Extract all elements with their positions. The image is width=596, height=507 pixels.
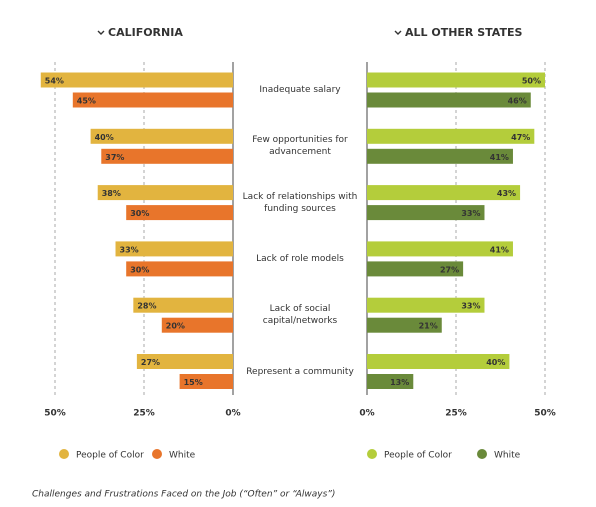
bar [179, 374, 233, 389]
value-label: 28% [137, 302, 156, 311]
value-label: 20% [166, 322, 185, 331]
value-label: 30% [130, 265, 149, 274]
panel-title: ALL OTHER STATES [405, 26, 522, 39]
category-label: Lack of social capital/networks [262, 304, 338, 327]
value-label: 40% [95, 133, 114, 142]
x-tick-label: 0% [359, 409, 374, 419]
bar [367, 128, 535, 144]
bar [115, 241, 233, 257]
bar [97, 185, 233, 201]
bar [367, 374, 414, 389]
legend-label: White [494, 451, 521, 461]
chevron [394, 30, 402, 35]
bar [367, 185, 521, 201]
category-label: Inadequate salary [259, 85, 341, 95]
legend-marker [367, 449, 377, 459]
legend-marker [152, 449, 162, 459]
legend-label: People of Color [384, 451, 452, 461]
legend-label: White [169, 451, 196, 461]
value-label: 41% [490, 153, 509, 162]
value-label: 45% [77, 97, 96, 106]
legend-marker [477, 449, 487, 459]
bar [367, 317, 442, 333]
legend-label: People of Color [76, 451, 144, 461]
value-label: 30% [130, 209, 149, 218]
value-label: 37% [105, 153, 124, 162]
chevron [97, 30, 105, 35]
value-label: 46% [508, 97, 527, 106]
value-label: 47% [511, 133, 530, 142]
value-label: 27% [141, 358, 160, 367]
x-tick-label: 25% [133, 409, 155, 419]
x-tick-label: 0% [225, 409, 240, 419]
bar [136, 354, 233, 369]
value-label: 43% [497, 189, 516, 198]
bar [133, 297, 233, 313]
bar [367, 148, 513, 164]
value-label: 40% [486, 358, 505, 367]
value-label: 50% [522, 77, 541, 86]
bar [40, 72, 234, 88]
value-label: 41% [490, 245, 509, 254]
value-label: 38% [102, 189, 121, 198]
bar [367, 261, 464, 277]
bar [367, 92, 531, 108]
caption: Challenges and Frustrations Faced on the… [32, 490, 335, 500]
category-label: Lack of relationships with funding sourc… [242, 191, 358, 214]
category-label: Lack of role models [256, 253, 344, 264]
bar [126, 261, 233, 277]
value-label: 33% [461, 209, 480, 218]
bar [126, 205, 233, 221]
value-label: 54% [45, 77, 64, 86]
panel-title: CALIFORNIA [108, 26, 183, 39]
x-tick-label: 50% [44, 409, 66, 419]
bar [72, 92, 233, 108]
bar [367, 241, 513, 257]
legend-marker [59, 449, 69, 459]
value-label: 15% [184, 378, 203, 387]
bar [161, 317, 233, 333]
value-label: 13% [390, 378, 409, 387]
bar [367, 72, 545, 88]
bar [367, 297, 485, 313]
bar [90, 128, 233, 144]
value-label: 33% [461, 302, 480, 311]
value-label: 33% [120, 245, 139, 254]
bar [367, 354, 510, 369]
value-label: 21% [419, 322, 438, 331]
bar [101, 148, 233, 164]
category-label: Few opportunities for advancement [252, 135, 348, 158]
x-tick-label: 50% [534, 409, 556, 419]
bar [367, 205, 485, 221]
x-tick-label: 25% [445, 409, 467, 419]
value-label: 27% [440, 265, 459, 274]
category-label: Represent a community [246, 366, 354, 377]
